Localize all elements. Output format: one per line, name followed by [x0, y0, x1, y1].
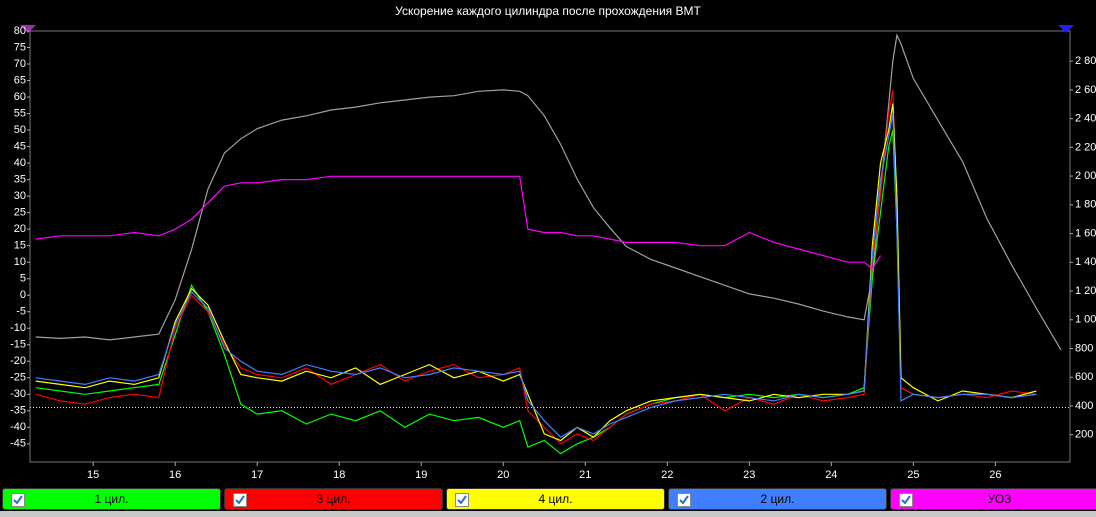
x-tick-label: 26	[989, 469, 1001, 481]
y-tick-label: 55	[14, 107, 26, 119]
y-tick-label: 20	[14, 223, 26, 235]
series-line	[35, 175, 882, 270]
legend-checkbox[interactable]	[455, 493, 469, 507]
left-marker	[20, 25, 36, 33]
y-tick-label: 75	[14, 41, 26, 53]
y-tick-label: -10	[10, 322, 26, 334]
check-icon	[13, 495, 23, 505]
check-icon	[901, 495, 911, 505]
y-tick-label: -5	[16, 306, 26, 318]
x-tick-label: 21	[579, 469, 591, 481]
y-tick-label: 45	[14, 141, 26, 153]
right-marker	[1058, 25, 1074, 33]
y-tick-label: -15	[10, 339, 26, 351]
y-tick-label: 15	[14, 240, 26, 252]
y-tick-label: 25	[14, 207, 26, 219]
legend-item[interactable]: 2 цил.	[668, 488, 887, 510]
x-tick-label: 22	[661, 469, 673, 481]
y-tick-label: -45	[10, 438, 26, 450]
y-tick-label: -20	[10, 355, 26, 367]
y2-tick-label: 2 200	[1075, 141, 1096, 153]
series-line	[35, 129, 1037, 455]
series-line	[35, 103, 1037, 442]
y2-tick-label: 400	[1075, 400, 1093, 412]
x-tick-label: 24	[825, 469, 837, 481]
y-tick-label: 40	[14, 157, 26, 169]
x-tick-label: 17	[251, 469, 263, 481]
y-tick-label: 10	[14, 256, 26, 268]
y-tick-label: 80	[14, 25, 26, 37]
legend-checkbox[interactable]	[899, 493, 913, 507]
y-tick-label: 70	[14, 58, 26, 70]
y-tick-label: -30	[10, 388, 26, 400]
legend-label: УОЗ	[987, 492, 1012, 506]
y2-tick-label: 1 800	[1075, 199, 1096, 211]
check-icon	[679, 495, 689, 505]
legend-item[interactable]: 3 цил.	[224, 488, 443, 510]
legend-item[interactable]: УОЗ	[890, 488, 1096, 510]
status-strip	[0, 511, 1096, 517]
y-tick-label: -40	[10, 421, 26, 433]
legend-item[interactable]: 4 цил.	[446, 488, 665, 510]
series-line	[35, 113, 1037, 438]
chart: Ускорение каждого цилиндра после прохожд…	[10, 4, 1096, 481]
x-tick-label: 15	[87, 469, 99, 481]
check-icon	[457, 495, 467, 505]
legend-checkbox[interactable]	[677, 493, 691, 507]
legend-label: 3 цил.	[316, 492, 351, 506]
y-tick-label: 30	[14, 190, 26, 202]
y2-tick-label: 2 600	[1075, 84, 1096, 96]
series-line	[35, 33, 1062, 351]
legend-checkbox[interactable]	[11, 493, 25, 507]
chart-title: Ускорение каждого цилиндра после прохожд…	[395, 4, 701, 18]
x-tick-label: 16	[169, 469, 181, 481]
legend-label: 4 цил.	[538, 492, 573, 506]
legend-checkbox[interactable]	[233, 493, 247, 507]
y-tick-label: 35	[14, 174, 26, 186]
y2-tick-label: 1 600	[1075, 227, 1096, 239]
y2-tick-label: 2 800	[1075, 55, 1096, 67]
legend-label: 1 цил.	[94, 492, 129, 506]
y2-tick-label: 600	[1075, 371, 1093, 383]
y-tick-label: 50	[14, 124, 26, 136]
x-tick-label: 25	[907, 469, 919, 481]
y2-tick-label: 1 200	[1075, 285, 1096, 297]
plot-frame	[29, 30, 1071, 463]
y-tick-label: -35	[10, 405, 26, 417]
x-tick-label: 20	[497, 469, 509, 481]
check-icon	[235, 495, 245, 505]
legend-label: 2 цил.	[760, 492, 795, 506]
y-tick-label: 0	[20, 289, 26, 301]
y-tick-label: 65	[14, 74, 26, 86]
y2-tick-label: 200	[1075, 429, 1093, 441]
y-tick-label: 60	[14, 91, 26, 103]
x-tick-label: 23	[743, 469, 755, 481]
x-tick-label: 18	[333, 469, 345, 481]
y2-tick-label: 1 400	[1075, 256, 1096, 268]
y2-tick-label: 2 000	[1075, 170, 1096, 182]
y2-tick-label: 2 400	[1075, 113, 1096, 125]
x-tick-label: 19	[415, 469, 427, 481]
y-tick-label: 5	[20, 273, 26, 285]
y2-tick-label: 1 000	[1075, 314, 1096, 326]
legend: 1 цил. 3 цил. 4 цил. 2 цил. УОЗ	[0, 488, 1096, 510]
legend-item[interactable]: 1 цил.	[2, 488, 221, 510]
y2-tick-label: 800	[1075, 342, 1093, 354]
y-tick-label: -25	[10, 372, 26, 384]
